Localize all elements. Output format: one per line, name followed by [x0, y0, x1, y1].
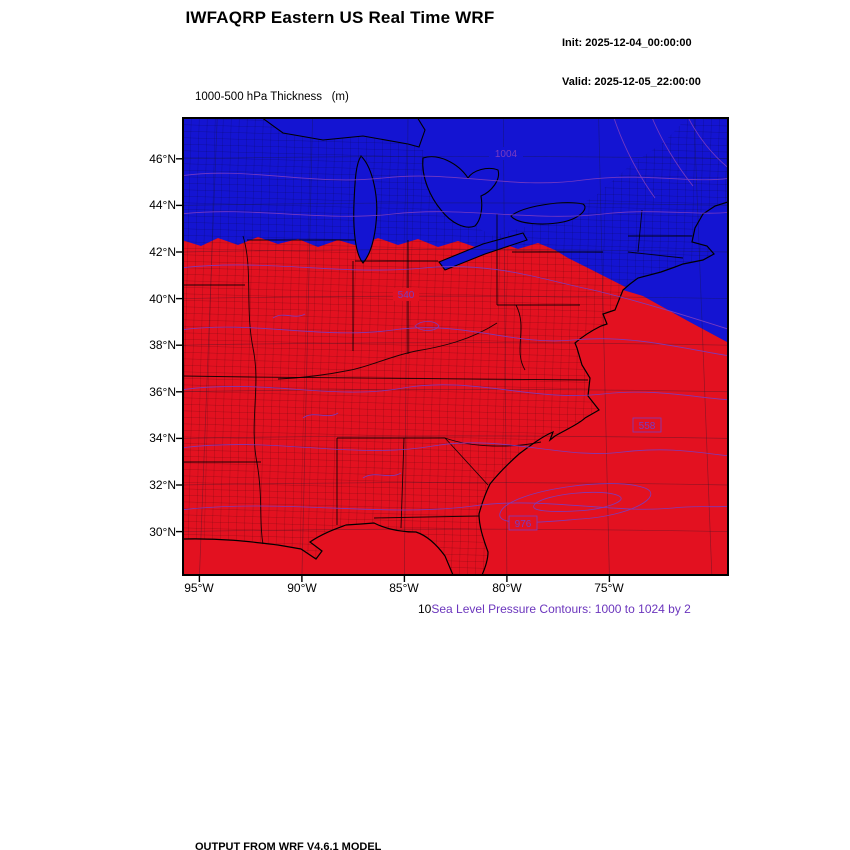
atlantic-ocean-cold	[623, 202, 728, 343]
lon-label-75w: 75°W	[594, 581, 624, 595]
lat-label-34n: 34°N	[149, 431, 176, 445]
lat-label-32n: 32°N	[149, 478, 176, 492]
lake-michigan	[353, 155, 378, 264]
lake-erie	[438, 232, 528, 271]
lon-label-95w: 95°W	[184, 581, 214, 595]
lat-label-38n: 38°N	[149, 338, 176, 352]
model-footer: OUTPUT FROM WRF V4.6.1 MODEL WE = 310 ; …	[195, 812, 644, 850]
lake-ontario	[510, 202, 586, 225]
slp-contour-caption: 10Sea Level Pressure Contours: 1000 to 1…	[418, 602, 691, 616]
page-title: IWFAQRP Eastern US Real Time WRF	[185, 8, 495, 27]
lake-superior	[261, 118, 426, 148]
lat-label-40n: 40°N	[149, 292, 176, 306]
canada-region	[384, 118, 688, 236]
coastline	[183, 201, 728, 575]
lat-label-44n: 44°N	[149, 198, 176, 212]
lat-label-42n: 42°N	[149, 245, 176, 259]
init-time: Init: 2025-12-04_00:00:00	[562, 37, 692, 49]
run-times: Init: 2025-12-04_00:00:00 Valid: 2025-12…	[562, 11, 701, 115]
lat-label-36n: 36°N	[149, 385, 176, 399]
legend-line-thickness-1: 1000-500 hPa Thickness (m)	[195, 90, 349, 103]
contour-label-540: 540	[398, 290, 415, 301]
lat-label-30n: 30°N	[149, 525, 176, 539]
gulf-of-mexico	[183, 523, 453, 575]
contour-label-group: 1004 540 558 976	[393, 147, 662, 531]
wrf-map: 1004 540 558 976	[176, 117, 729, 582]
lat-label-46n: 46°N	[149, 152, 176, 166]
lon-label-85w: 85°W	[389, 581, 419, 595]
contour-label-976: 976	[515, 519, 532, 530]
caption-prefix: 10	[418, 602, 432, 616]
footer-model-line: OUTPUT FROM WRF V4.6.1 MODEL	[195, 841, 382, 850]
pressure-contours	[183, 118, 728, 523]
graticule	[183, 118, 728, 575]
contour-label-1004: 1004	[495, 149, 518, 160]
great-lakes	[261, 118, 586, 271]
lake-huron	[422, 156, 500, 228]
contour-label-558: 558	[639, 421, 656, 432]
map-frame	[182, 117, 729, 576]
lon-label-90w: 90°W	[287, 581, 317, 595]
caption-text: Sea Level Pressure Contours: 1000 to 102…	[431, 602, 691, 616]
axis-ticks	[176, 158, 611, 582]
valid-time: Valid: 2025-12-05_22:00:00	[562, 76, 701, 88]
lon-label-80w: 80°W	[492, 581, 522, 595]
